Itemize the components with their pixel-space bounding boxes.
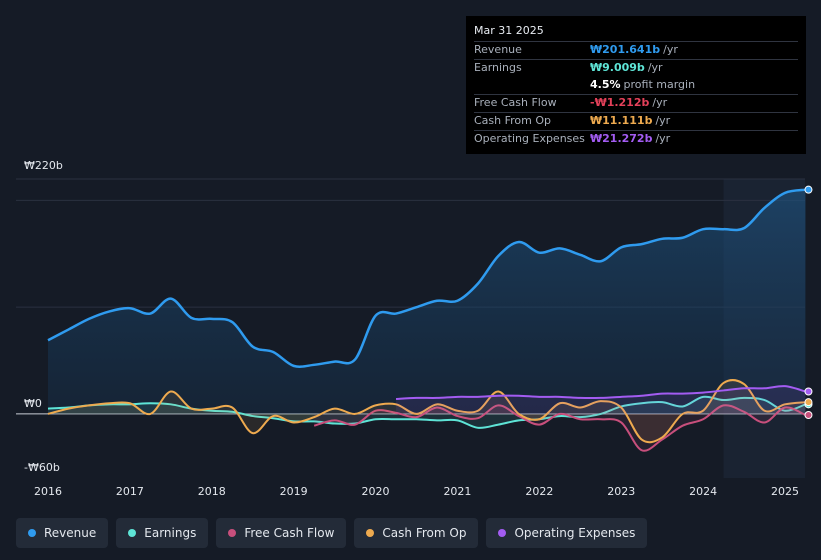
x-tick-label: 2019 [279, 485, 308, 498]
legend: Revenue Earnings Free Cash Flow Cash Fro… [16, 518, 648, 548]
legend-item-free-cash-flow[interactable]: Free Cash Flow [216, 518, 347, 548]
legend-dot-icon [128, 529, 137, 537]
tooltip-label: Cash From Op [474, 114, 552, 127]
legend-item-cash-from-op[interactable]: Cash From Op [354, 518, 479, 548]
free-cash-flow-end-marker [804, 410, 813, 419]
x-tick-label: 2024 [689, 485, 718, 498]
legend-item-earnings[interactable]: Earnings [116, 518, 209, 548]
tooltip-label: Free Cash Flow [474, 96, 557, 109]
tooltip-label [474, 77, 590, 94]
legend-dot-icon [228, 529, 237, 537]
x-tick-label: 2023 [607, 485, 636, 498]
tooltip-unit: /yr [647, 61, 663, 74]
revenue-line [47, 188, 806, 368]
revenue-end-marker [804, 185, 813, 194]
legend-label: Cash From Op [382, 526, 467, 540]
cash-from-op-area [48, 380, 806, 443]
legend-dot-icon [498, 529, 507, 537]
tooltip-row-opex: Operating Expenses ₩21.272b /yr [474, 130, 798, 148]
endpoints [804, 185, 813, 419]
x-tick-label: 2018 [197, 485, 226, 498]
free-cash-flow-line [313, 404, 806, 452]
x-tick-label: 2017 [115, 485, 144, 498]
tooltip-unit: profit margin [623, 78, 696, 91]
x-tick-label: 2025 [771, 485, 799, 498]
tooltip-value: ₩21.272b [590, 132, 653, 145]
tooltip-row-margin: 4.5% profit margin [474, 77, 798, 94]
tooltip-label: Earnings [474, 61, 522, 74]
tooltip-row-earnings: Earnings ₩9.009b /yr [474, 59, 798, 77]
legend-label: Revenue [44, 526, 97, 540]
x-tick-label: 2020 [361, 485, 390, 498]
tooltip-value: 4.5% [590, 78, 621, 91]
tooltip-value: ₩11.111b [590, 114, 653, 127]
legend-dot-icon [28, 529, 36, 537]
free-cash-flow-area [314, 405, 806, 451]
legend-item-operating-expenses[interactable]: Operating Expenses [486, 518, 648, 548]
tooltip-label: Operating Expenses [474, 132, 585, 145]
tooltip-unit: /yr [652, 96, 668, 109]
y-tick-label: ₩220b [24, 159, 63, 172]
x-tick-label: 2021 [443, 485, 472, 498]
cash-from-op-line [47, 379, 806, 444]
earnings-line [47, 395, 806, 429]
tooltip-label: Revenue [474, 43, 522, 56]
x-tick-label: 2022 [525, 485, 554, 498]
tooltip-row-fcf: Free Cash Flow -₩1.212b /yr [474, 94, 798, 112]
series-layer [47, 188, 806, 452]
tooltip-panel: Mar 31 2025 Revenue ₩201.641b /yr Earnin… [466, 16, 806, 154]
tooltip-unit: /yr [663, 43, 678, 56]
legend-item-revenue[interactable]: Revenue [16, 518, 109, 548]
tooltip-row-revenue: Revenue ₩201.641b /yr [474, 41, 798, 59]
tooltip-row-cfo: Cash From Op ₩11.111b /yr [474, 112, 798, 130]
tooltip-value: ₩9.009b [590, 61, 645, 74]
tooltip-value: -₩1.212b [590, 96, 650, 109]
tooltip-unit: /yr [655, 114, 671, 127]
legend-label: Operating Expenses [514, 526, 636, 540]
x-tick-label: 2016 [34, 485, 62, 498]
tooltip-value: ₩201.641b [590, 43, 661, 56]
tooltip-date: Mar 31 2025 [474, 24, 544, 37]
legend-label: Free Cash Flow [244, 526, 335, 540]
legend-dot-icon [366, 529, 375, 537]
y-tick-label: ₩0 [24, 396, 42, 410]
cash-from-op-end-marker [804, 398, 813, 407]
operating-expenses-line [395, 385, 806, 400]
operating-expenses-end-marker [804, 387, 813, 396]
y-tick-label: -₩60b [24, 461, 60, 474]
tooltip-unit: /yr [655, 132, 671, 145]
revenue-area [48, 189, 806, 414]
legend-label: Earnings [144, 526, 197, 540]
